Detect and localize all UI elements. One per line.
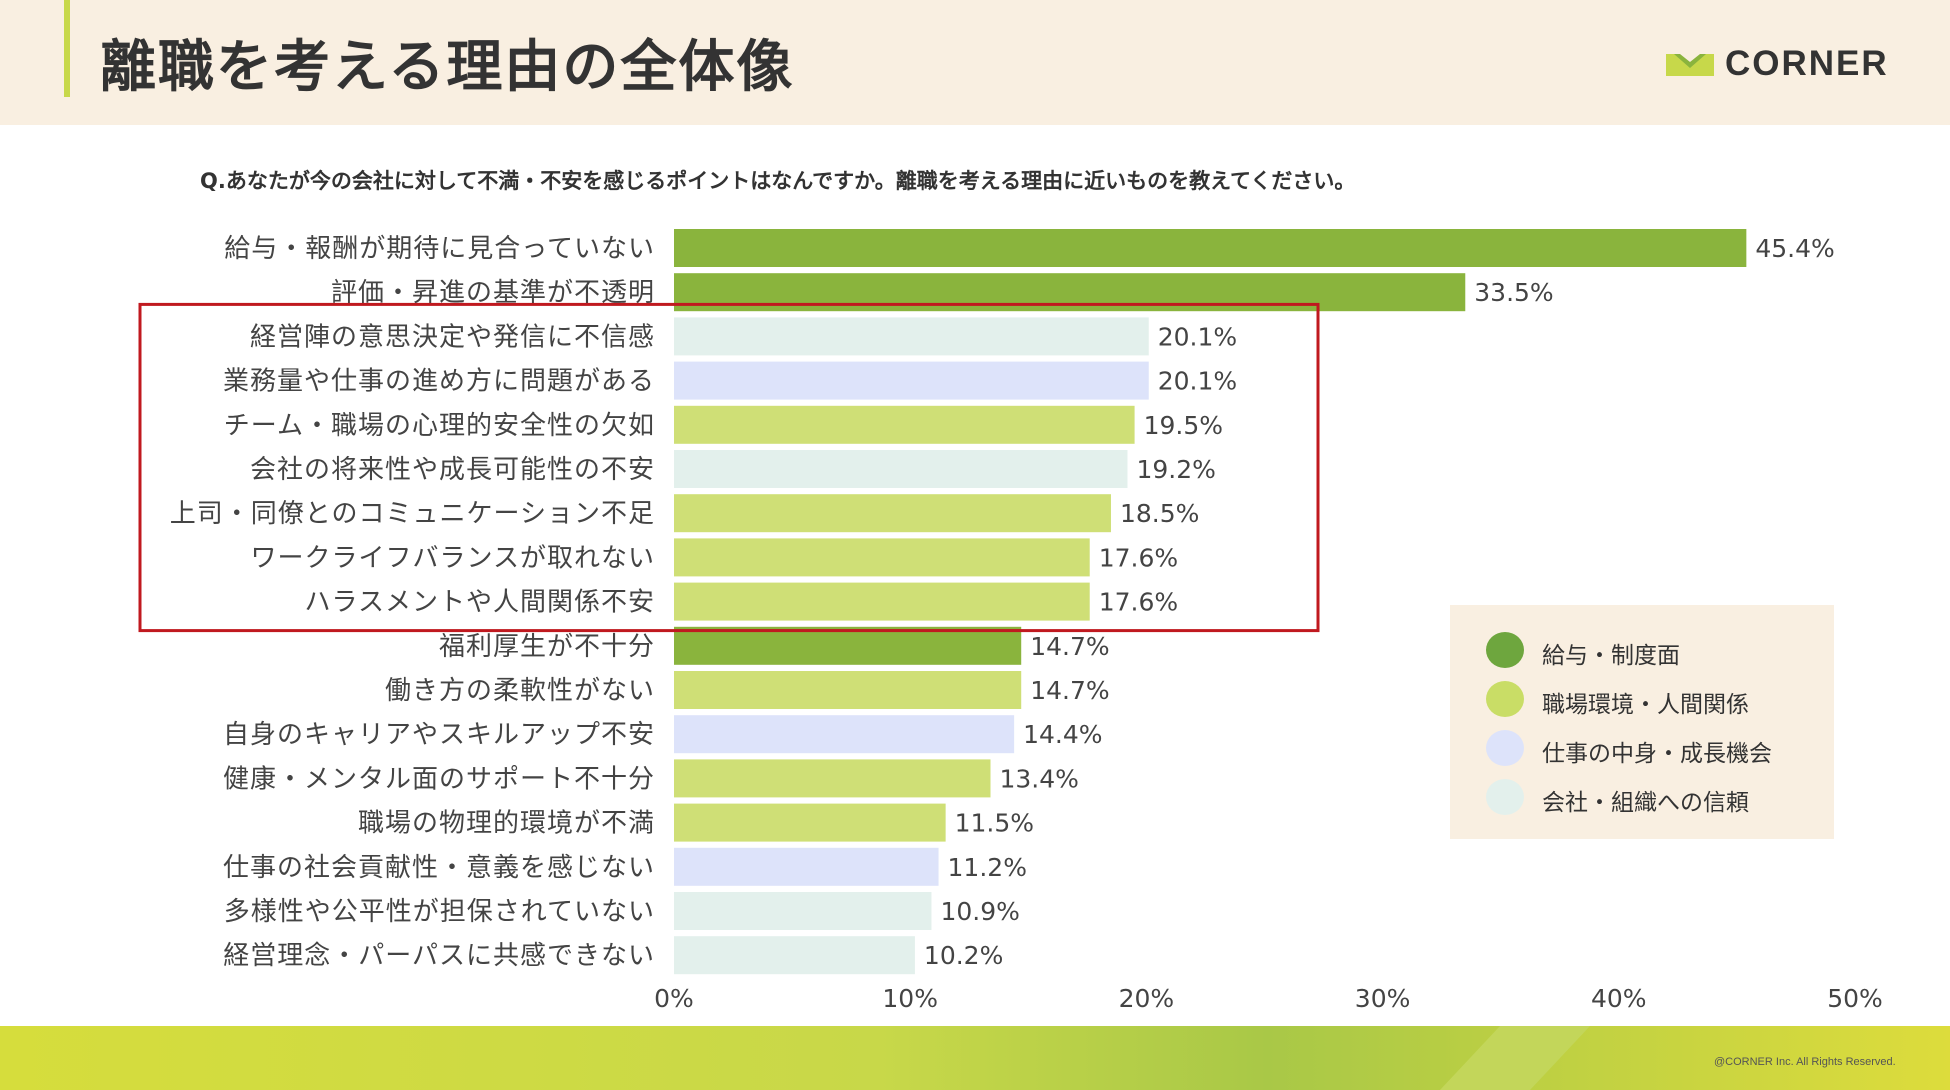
bar-9: [674, 626, 1022, 665]
x-tick-label-0: 0%: [654, 984, 694, 1013]
legend-label-job: 仕事の中身・成長機会: [1542, 741, 1772, 767]
bar-5: [674, 450, 1128, 488]
legend-label-workplace: 職場環境・人間関係: [1542, 692, 1749, 718]
bar-4: [674, 405, 1135, 444]
value-label-7: 17.6%: [1099, 543, 1178, 572]
bar-7: [674, 538, 1090, 577]
header-band: 離職を考える理由の全体像 CORNER: [0, 0, 1950, 125]
value-labels: 45.4% 33.5% 20.1% 20.1% 19.5% 19.2% 18.5% 17.6%…: [924, 234, 1835, 970]
value-label-10: 14.7%: [1030, 676, 1109, 705]
category-labels: 給与・報酬が期待に見合っていない評価・昇進の基準が不透明経営陣の意思決定や発信に…: [170, 234, 655, 971]
legend-swatch-salary: [1486, 632, 1524, 668]
value-label-2: 20.1%: [1158, 322, 1237, 351]
category-label-3: 業務量や仕事の進め方に問題がある: [223, 367, 655, 397]
legend-swatch-job: [1486, 730, 1524, 766]
value-label-3: 20.1%: [1158, 367, 1237, 396]
value-label-6: 18.5%: [1120, 499, 1199, 528]
x-tick-label-5: 50%: [1827, 984, 1883, 1013]
bar-11: [674, 715, 1015, 754]
x-axis-ticks: 0% 10% 20% 30% 40% 50%: [654, 984, 1883, 1013]
copyright: @CORNER Inc. All Rights Reserved.: [1714, 1056, 1896, 1068]
category-label-12: 健康・メンタル面のサポート不十分: [223, 764, 655, 794]
bar-6: [674, 494, 1111, 533]
category-label-11: 自身のキャリアやスキルアップ不安: [223, 720, 655, 750]
category-label-5: 会社の将来性や成長可能性の不安: [250, 455, 655, 485]
bar-10: [674, 671, 1022, 709]
bar-15: [674, 892, 932, 930]
category-label-9: 福利厚生が不十分: [439, 632, 655, 662]
bar-3: [674, 361, 1149, 400]
category-label-8: ハラスメントや人間関係不安: [305, 588, 655, 618]
value-label-1: 33.5%: [1474, 278, 1553, 307]
category-label-4: チーム・職場の心理的安全性の欠如: [224, 411, 655, 441]
category-label-10: 働き方の柔軟性がない: [385, 676, 655, 706]
value-label-4: 19.5%: [1144, 411, 1223, 440]
category-label-16: 経営理念・パーパスに共感できない: [223, 941, 655, 971]
bars: [674, 229, 1747, 975]
value-label-15: 10.9%: [940, 897, 1019, 926]
bar-chart: 給与・報酬が期待に見合っていない評価・昇進の基準が不透明経営陣の意思決定や発信に…: [138, 229, 1883, 1013]
bar-2: [674, 317, 1149, 356]
highlight-box: [138, 302, 1320, 633]
value-label-8: 17.6%: [1099, 588, 1178, 617]
value-label-0: 45.4%: [1755, 234, 1834, 263]
x-tick-label-3: 30%: [1355, 984, 1411, 1013]
category-label-2: 経営陣の意思決定や発信に不信感: [250, 322, 655, 352]
value-label-14: 11.2%: [948, 853, 1027, 882]
legend-label-company: 会社・組織への信頼: [1542, 790, 1749, 816]
x-tick-label-2: 20%: [1119, 984, 1175, 1013]
legend-swatch-company: [1486, 779, 1524, 815]
bar-13: [674, 803, 946, 842]
legend: 給与・制度面 職場環境・人間関係 仕事の中身・成長機会 会社・組織への信頼: [1450, 605, 1834, 839]
bar-8: [674, 582, 1090, 621]
category-label-0: 給与・報酬が期待に見合っていない: [224, 234, 655, 264]
value-label-11: 14.4%: [1023, 720, 1102, 749]
legend-label-salary: 給与・制度面: [1542, 643, 1680, 669]
corner-logo-icon: [1666, 54, 1714, 76]
bar-0: [674, 229, 1747, 267]
value-label-9: 14.7%: [1030, 632, 1109, 661]
bar-12: [674, 759, 991, 798]
category-label-13: 職場の物理的環境が不満: [358, 809, 655, 839]
value-label-13: 11.5%: [955, 809, 1034, 838]
value-label-12: 13.4%: [1000, 764, 1079, 793]
footer-band: [0, 1026, 1950, 1090]
value-label-16: 10.2%: [924, 941, 1003, 970]
category-label-6: 上司・同僚とのコミュニケーション不足: [170, 499, 655, 529]
header-accent-bar: [64, 0, 70, 97]
survey-question: Q.あなたが今の会社に対して不満・不安を感じるポイントはなんですか。離職を考える…: [200, 169, 1356, 193]
brand-name: CORNER: [1725, 44, 1889, 83]
x-tick-label-4: 40%: [1591, 984, 1647, 1013]
category-label-15: 多様性や公平性が担保されていない: [224, 897, 655, 927]
category-label-14: 仕事の社会貢献性・意義を感じない: [223, 853, 655, 883]
value-label-5: 19.2%: [1137, 455, 1216, 484]
page-title: 離職を考える理由の全体像: [100, 35, 795, 100]
category-label-7: ワークライフバランスが取れない: [251, 543, 655, 573]
legend-swatch-workplace: [1486, 681, 1524, 717]
bar-14: [674, 847, 939, 886]
x-tick-label-1: 10%: [882, 984, 938, 1013]
bar-16: [674, 936, 915, 975]
